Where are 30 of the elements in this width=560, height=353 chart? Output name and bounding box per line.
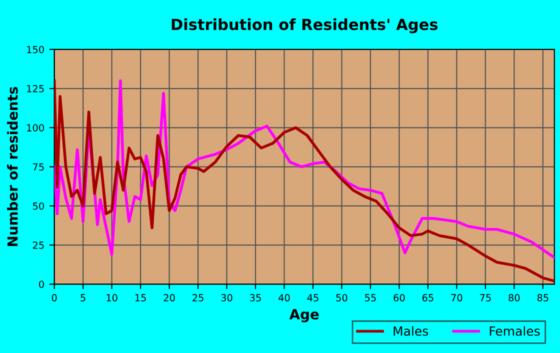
x-tick-label: 45: [307, 294, 318, 302]
chart-title: Distribution of Residents' Ages: [172, 18, 438, 34]
x-tick-label: 5: [80, 294, 86, 302]
x-tick-label: 70: [451, 294, 462, 302]
x-axis-title: Age: [289, 309, 319, 322]
x-tick-label: 40: [278, 294, 290, 302]
x-tick-label: 0: [52, 294, 57, 302]
y-axis-title: Number of residents: [7, 87, 18, 246]
y-tick-label: 100: [27, 124, 44, 132]
y-tick-label: 75: [33, 163, 44, 171]
x-tick-label: 85: [537, 294, 548, 302]
y-tick-label: 0: [39, 280, 44, 288]
y-tick-label: 150: [27, 46, 44, 54]
x-tick-label: 35: [250, 294, 261, 302]
x-tick-label: 15: [135, 294, 146, 302]
legend-label: Females: [490, 326, 540, 336]
x-tick-label: 60: [394, 294, 405, 302]
x-tick-label: 30: [221, 294, 232, 302]
y-tick-label: 50: [32, 202, 44, 210]
x-tick-label: 10: [106, 294, 118, 302]
legend-label: Males: [394, 326, 428, 336]
x-tick-label: 80: [508, 294, 520, 302]
x-tick-label: 75: [480, 294, 491, 302]
y-tick-label: 25: [32, 242, 44, 249]
x-tick-label: 55: [365, 294, 376, 302]
x-tick-label: 65: [422, 294, 434, 302]
x-tick-label: 25: [192, 294, 204, 302]
x-tick-label: 20: [164, 294, 175, 302]
x-tick-label: 50: [336, 294, 348, 302]
y-tick-label: 125: [27, 85, 44, 92]
